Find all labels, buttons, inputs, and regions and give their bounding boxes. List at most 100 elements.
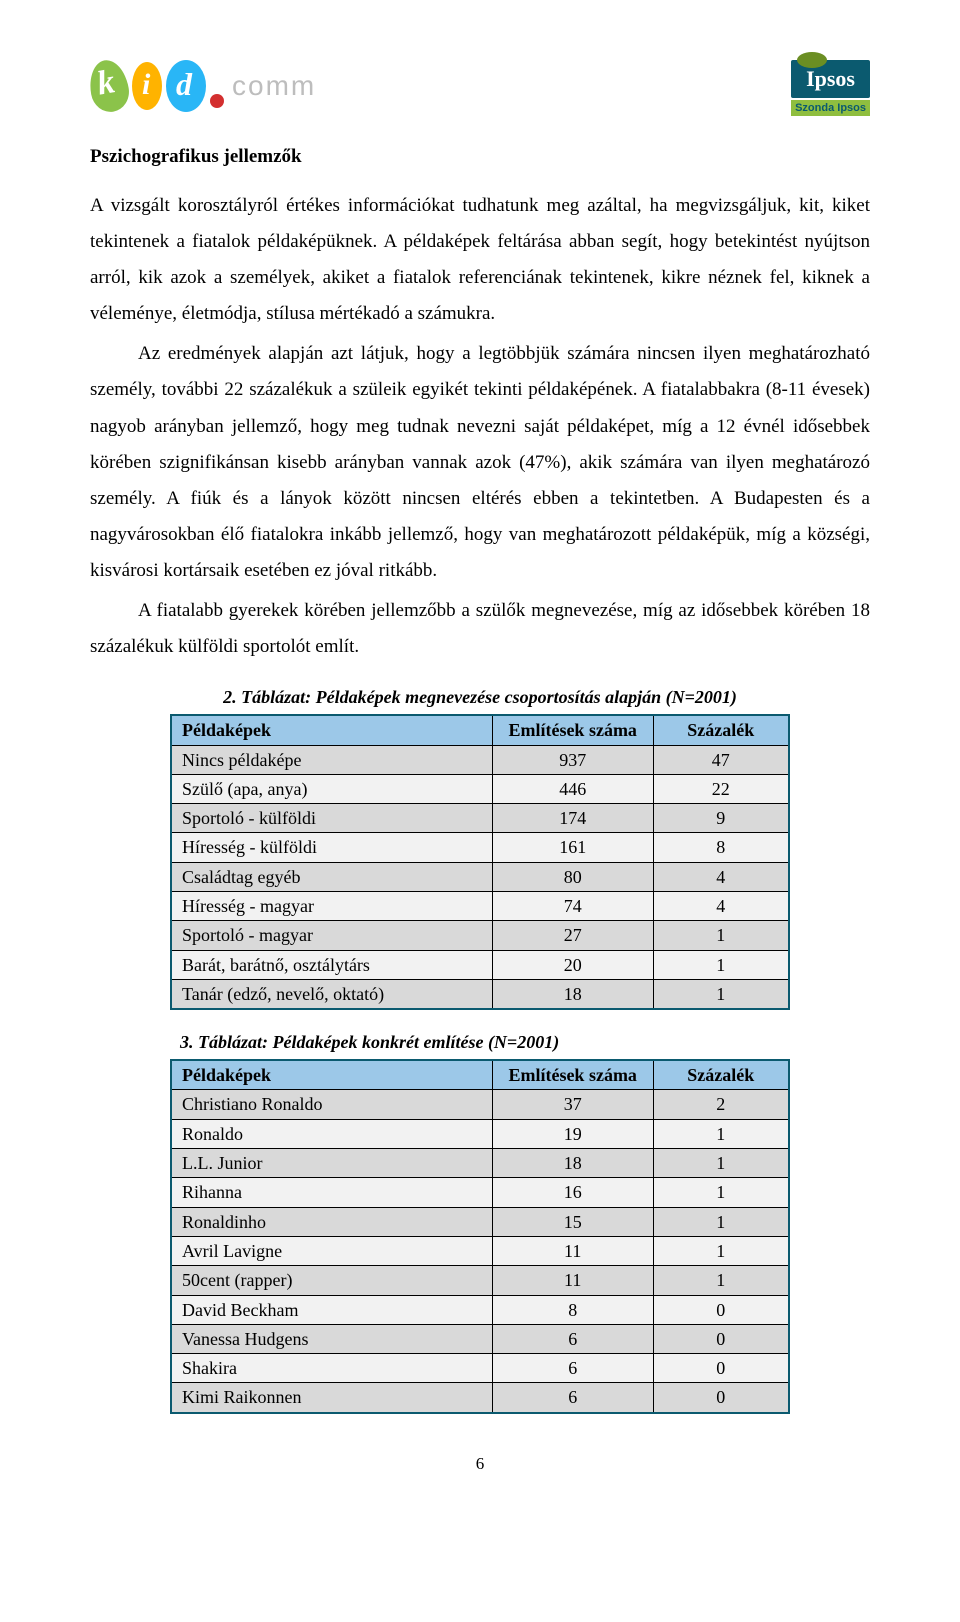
table-row: Kimi Raikonnen60 <box>171 1383 789 1413</box>
table-row: Avril Lavigne111 <box>171 1236 789 1265</box>
table2-caption: 2. Táblázat: Példaképek megnevezése csop… <box>90 687 870 708</box>
table2-header-col3: Százalék <box>653 715 789 745</box>
table-cell-label: Családtag egyéb <box>171 862 492 891</box>
table-cell-pct: 0 <box>653 1354 789 1383</box>
table-cell-pct: 1 <box>653 1236 789 1265</box>
kidcomm-logo: comm <box>90 60 316 112</box>
table-row: Sportoló - külföldi1749 <box>171 804 789 833</box>
table-cell-pct: 9 <box>653 804 789 833</box>
table-cell-label: Ronaldo <box>171 1119 492 1148</box>
logo-comm-text: comm <box>232 60 316 112</box>
table-cell-count: 6 <box>492 1354 653 1383</box>
table-cell-label: Kimi Raikonnen <box>171 1383 492 1413</box>
table-cell-count: 19 <box>492 1119 653 1148</box>
table-cell-count: 8 <box>492 1295 653 1324</box>
table-cell-label: Híresség - magyar <box>171 892 492 921</box>
table-cell-label: Sportoló - magyar <box>171 921 492 950</box>
table3: Példaképek Említések száma Százalék Chri… <box>170 1059 790 1414</box>
table-cell-pct: 22 <box>653 774 789 803</box>
table-cell-pct: 1 <box>653 1266 789 1295</box>
table-row: Barát, barátnő, osztálytárs201 <box>171 950 789 979</box>
table-row: David Beckham80 <box>171 1295 789 1324</box>
table-cell-count: 74 <box>492 892 653 921</box>
table-cell-count: 27 <box>492 921 653 950</box>
table-cell-label: Shakira <box>171 1354 492 1383</box>
table-row: Családtag egyéb804 <box>171 862 789 891</box>
table-cell-label: Tanár (edző, nevelő, oktató) <box>171 979 492 1009</box>
table2-header-col2: Említések száma <box>492 715 653 745</box>
table-cell-pct: 4 <box>653 892 789 921</box>
table-row: Híresség - külföldi1618 <box>171 833 789 862</box>
table-cell-label: 50cent (rapper) <box>171 1266 492 1295</box>
table-row: Shakira60 <box>171 1354 789 1383</box>
table-cell-count: 161 <box>492 833 653 862</box>
table-cell-label: Híresség - külföldi <box>171 833 492 862</box>
logo-k-icon <box>86 57 132 115</box>
table-cell-pct: 0 <box>653 1324 789 1353</box>
table-row: Híresség - magyar744 <box>171 892 789 921</box>
ipsos-subbrand: Szonda Ipsos <box>791 100 870 116</box>
table-cell-count: 6 <box>492 1324 653 1353</box>
table-cell-pct: 1 <box>653 1207 789 1236</box>
table3-header-row: Példaképek Említések száma Százalék <box>171 1060 789 1090</box>
table-row: Szülő (apa, anya)44622 <box>171 774 789 803</box>
table3-header-col3: Százalék <box>653 1060 789 1090</box>
table-cell-count: 11 <box>492 1236 653 1265</box>
table-cell-count: 18 <box>492 979 653 1009</box>
table-cell-count: 937 <box>492 745 653 774</box>
header-logos: comm Ipsos Szonda Ipsos <box>90 60 870 116</box>
table-cell-label: Christiano Ronaldo <box>171 1090 492 1119</box>
table-cell-pct: 1 <box>653 950 789 979</box>
table-cell-label: Szülő (apa, anya) <box>171 774 492 803</box>
table-cell-pct: 1 <box>653 921 789 950</box>
table-cell-count: 80 <box>492 862 653 891</box>
paragraph-1: A vizsgált korosztályról értékes informá… <box>90 188 870 332</box>
table-row: Rihanna161 <box>171 1178 789 1207</box>
table-cell-pct: 0 <box>653 1383 789 1413</box>
table-cell-count: 37 <box>492 1090 653 1119</box>
table-cell-label: David Beckham <box>171 1295 492 1324</box>
table-cell-label: Ronaldinho <box>171 1207 492 1236</box>
table-cell-count: 174 <box>492 804 653 833</box>
table-cell-pct: 1 <box>653 1119 789 1148</box>
table-cell-count: 18 <box>492 1149 653 1178</box>
table-cell-label: L.L. Junior <box>171 1149 492 1178</box>
table2-header-row: Példaképek Említések száma Százalék <box>171 715 789 745</box>
table2: Példaképek Említések száma Százalék Ninc… <box>170 714 790 1010</box>
table-cell-pct: 1 <box>653 1149 789 1178</box>
table-cell-label: Vanessa Hudgens <box>171 1324 492 1353</box>
table-cell-count: 20 <box>492 950 653 979</box>
table-row: L.L. Junior181 <box>171 1149 789 1178</box>
table-row: 50cent (rapper)111 <box>171 1266 789 1295</box>
table-row: Ronaldinho151 <box>171 1207 789 1236</box>
paragraph-2: Az eredmények alapján azt látjuk, hogy a… <box>90 336 870 589</box>
ipsos-brand: Ipsos <box>791 60 870 98</box>
paragraph-3: A fiatalabb gyerekek körében jellemzőbb … <box>90 593 870 665</box>
page-number: 6 <box>90 1454 870 1474</box>
logo-i-icon <box>132 62 162 110</box>
logo-d-icon <box>166 60 206 112</box>
logo-dot-icon <box>210 94 224 108</box>
table3-header-col1: Példaképek <box>171 1060 492 1090</box>
table-cell-pct: 47 <box>653 745 789 774</box>
table-cell-pct: 4 <box>653 862 789 891</box>
table-cell-label: Nincs példaképe <box>171 745 492 774</box>
ipsos-logo: Ipsos Szonda Ipsos <box>791 60 870 116</box>
table-cell-pct: 2 <box>653 1090 789 1119</box>
table-row: Ronaldo191 <box>171 1119 789 1148</box>
table-row: Sportoló - magyar271 <box>171 921 789 950</box>
table-cell-pct: 1 <box>653 979 789 1009</box>
table-cell-count: 446 <box>492 774 653 803</box>
table-cell-count: 16 <box>492 1178 653 1207</box>
table-cell-pct: 0 <box>653 1295 789 1324</box>
table-cell-label: Sportoló - külföldi <box>171 804 492 833</box>
table-cell-count: 15 <box>492 1207 653 1236</box>
table-cell-label: Barát, barátnő, osztálytárs <box>171 950 492 979</box>
table2-body: Nincs példaképe93747Szülő (apa, anya)446… <box>171 745 789 1009</box>
table3-header-col2: Említések száma <box>492 1060 653 1090</box>
table-cell-label: Avril Lavigne <box>171 1236 492 1265</box>
table-row: Vanessa Hudgens60 <box>171 1324 789 1353</box>
table-cell-count: 6 <box>492 1383 653 1413</box>
table-row: Christiano Ronaldo372 <box>171 1090 789 1119</box>
section-title: Pszichografikus jellemzők <box>90 146 870 168</box>
